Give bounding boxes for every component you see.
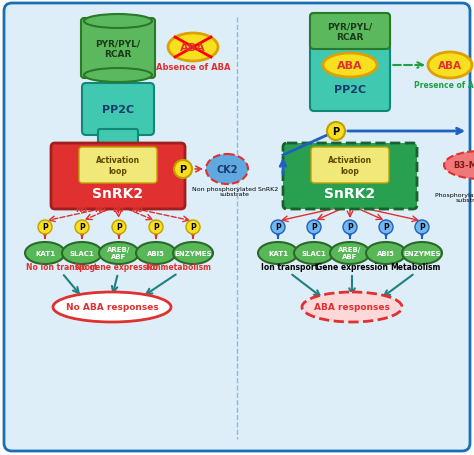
FancyBboxPatch shape bbox=[310, 14, 390, 50]
Text: No ion transport: No ion transport bbox=[26, 263, 98, 272]
Text: ABI5: ABI5 bbox=[377, 250, 395, 257]
Text: ABI5: ABI5 bbox=[147, 250, 165, 257]
Text: P: P bbox=[419, 223, 425, 232]
Ellipse shape bbox=[366, 243, 406, 264]
Text: AREB/
ABF: AREB/ ABF bbox=[338, 247, 362, 260]
FancyBboxPatch shape bbox=[310, 14, 390, 112]
Text: ENZYMES: ENZYMES bbox=[174, 250, 212, 257]
Ellipse shape bbox=[99, 243, 139, 264]
FancyBboxPatch shape bbox=[51, 144, 185, 210]
Ellipse shape bbox=[428, 53, 472, 79]
Text: CK2: CK2 bbox=[216, 165, 238, 175]
Ellipse shape bbox=[136, 243, 176, 264]
FancyBboxPatch shape bbox=[311, 148, 389, 184]
Ellipse shape bbox=[323, 54, 377, 78]
Text: KAT1: KAT1 bbox=[268, 250, 288, 257]
Text: ABA: ABA bbox=[180, 43, 206, 53]
Ellipse shape bbox=[302, 293, 402, 322]
Text: P: P bbox=[190, 223, 196, 232]
Text: ABA: ABA bbox=[438, 61, 462, 71]
Text: P: P bbox=[275, 223, 281, 232]
FancyBboxPatch shape bbox=[4, 4, 470, 451]
Text: ENZYMES: ENZYMES bbox=[403, 250, 441, 257]
Text: P: P bbox=[180, 165, 187, 175]
Text: Gene expression: Gene expression bbox=[316, 263, 388, 272]
Text: P: P bbox=[383, 223, 389, 232]
Ellipse shape bbox=[84, 15, 152, 29]
Ellipse shape bbox=[62, 243, 102, 264]
Text: PYR/PYL/
RCAR: PYR/PYL/ RCAR bbox=[328, 22, 373, 41]
FancyBboxPatch shape bbox=[283, 144, 417, 210]
Ellipse shape bbox=[258, 243, 298, 264]
Text: Activation
loop: Activation loop bbox=[328, 156, 372, 175]
Text: P: P bbox=[79, 223, 85, 232]
Text: ABA responses: ABA responses bbox=[314, 303, 390, 312]
Ellipse shape bbox=[173, 243, 213, 264]
Ellipse shape bbox=[38, 221, 52, 234]
FancyBboxPatch shape bbox=[98, 130, 138, 148]
Text: SnRK2: SnRK2 bbox=[92, 187, 144, 201]
Ellipse shape bbox=[149, 221, 163, 234]
Ellipse shape bbox=[84, 69, 152, 83]
Text: ABA: ABA bbox=[337, 61, 363, 71]
Text: Ion transport: Ion transport bbox=[261, 263, 319, 272]
Ellipse shape bbox=[206, 155, 248, 185]
Ellipse shape bbox=[174, 161, 192, 179]
Ellipse shape bbox=[25, 243, 65, 264]
Text: Metabolism: Metabolism bbox=[390, 263, 440, 272]
Ellipse shape bbox=[168, 34, 218, 62]
Text: No: No bbox=[112, 205, 125, 214]
Text: PP2C: PP2C bbox=[334, 85, 366, 95]
Text: PYR/PYL/
RCAR: PYR/PYL/ RCAR bbox=[95, 39, 141, 59]
Text: AREB/
ABF: AREB/ ABF bbox=[108, 247, 131, 260]
Text: Non phosphorylated SnRK2
substrate: Non phosphorylated SnRK2 substrate bbox=[192, 186, 278, 197]
Text: B3-MAPKKK: B3-MAPKKK bbox=[453, 161, 474, 170]
Text: No gene expression: No gene expression bbox=[75, 263, 161, 272]
Ellipse shape bbox=[271, 221, 285, 234]
Text: P: P bbox=[116, 223, 122, 232]
Text: P: P bbox=[332, 127, 339, 136]
Text: SLAC1: SLAC1 bbox=[70, 250, 94, 257]
Text: No metabolism: No metabolism bbox=[146, 263, 210, 272]
Text: No ABA responses: No ABA responses bbox=[65, 303, 158, 312]
Text: No: No bbox=[75, 205, 87, 214]
Ellipse shape bbox=[112, 221, 126, 234]
Text: No: No bbox=[131, 205, 143, 214]
Ellipse shape bbox=[327, 123, 345, 141]
FancyBboxPatch shape bbox=[81, 19, 155, 79]
Ellipse shape bbox=[75, 221, 89, 234]
Ellipse shape bbox=[415, 221, 429, 234]
Ellipse shape bbox=[53, 293, 171, 322]
Text: Absence of ABA: Absence of ABA bbox=[156, 63, 230, 72]
Ellipse shape bbox=[444, 152, 474, 180]
Text: Activation
loop: Activation loop bbox=[96, 156, 140, 175]
Ellipse shape bbox=[379, 221, 393, 234]
Text: P: P bbox=[153, 223, 159, 232]
Ellipse shape bbox=[343, 221, 357, 234]
Text: Presence of ABA: Presence of ABA bbox=[414, 81, 474, 90]
Ellipse shape bbox=[330, 243, 370, 264]
Text: KAT1: KAT1 bbox=[35, 250, 55, 257]
Text: P: P bbox=[42, 223, 48, 232]
Ellipse shape bbox=[186, 221, 200, 234]
Ellipse shape bbox=[307, 221, 321, 234]
Text: SLAC1: SLAC1 bbox=[301, 250, 327, 257]
FancyBboxPatch shape bbox=[82, 84, 154, 136]
Text: P: P bbox=[311, 223, 317, 232]
Text: Phosphorylated SnRK2
substrate: Phosphorylated SnRK2 substrate bbox=[436, 192, 474, 203]
Ellipse shape bbox=[402, 243, 442, 264]
Ellipse shape bbox=[294, 243, 334, 264]
Text: SnRK2: SnRK2 bbox=[324, 187, 375, 201]
FancyBboxPatch shape bbox=[79, 148, 157, 184]
Text: No: No bbox=[94, 205, 106, 214]
Text: PP2C: PP2C bbox=[102, 105, 134, 115]
Text: P: P bbox=[347, 223, 353, 232]
